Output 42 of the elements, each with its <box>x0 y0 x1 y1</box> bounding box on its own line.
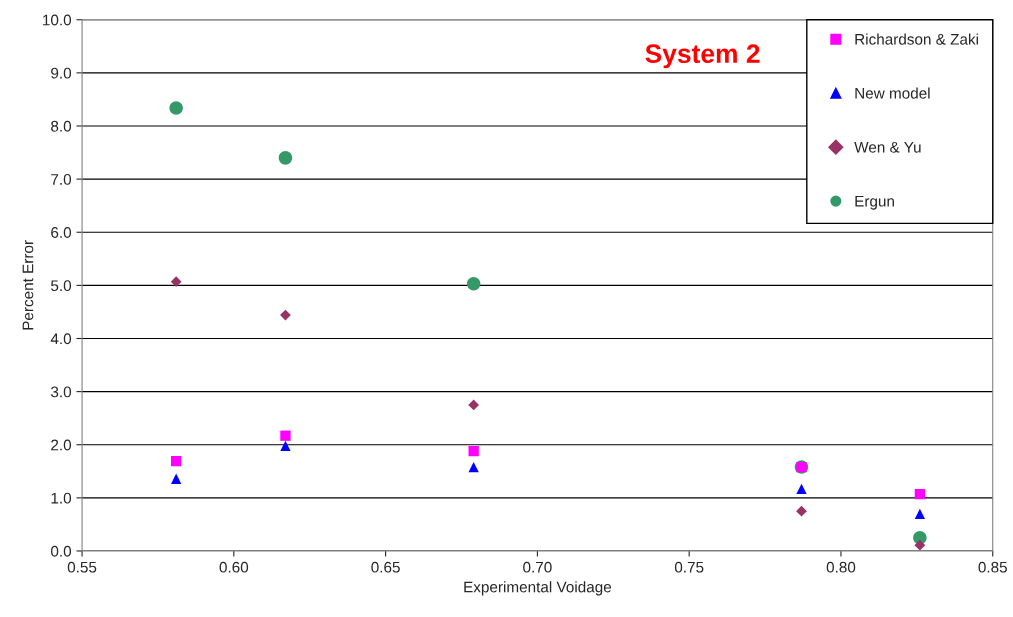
legend-label: Wen & Yu <box>854 141 921 153</box>
point <box>914 488 926 500</box>
point <box>914 508 926 519</box>
legend-label: Richardson & Zaki <box>855 33 978 45</box>
y-tick-label: 8.0 <box>51 120 72 132</box>
x-tick-label: 0.70 <box>523 561 552 573</box>
point <box>171 456 182 467</box>
point <box>466 277 481 291</box>
y-tick-label: 6.0 <box>51 227 72 238</box>
y-tick-label: 7.0 <box>51 173 72 185</box>
point <box>278 151 293 165</box>
y-axis-title: Percent Error <box>22 240 34 330</box>
y-tick-label: 1.0 <box>51 492 72 504</box>
y-tick-label: 5.0 <box>51 280 72 292</box>
point <box>468 445 479 457</box>
y-tick-label: 2.0 <box>51 439 72 451</box>
y-tick-label: 9.0 <box>51 67 72 79</box>
point <box>280 430 291 441</box>
point <box>796 505 807 517</box>
x-tick-label: 0.55 <box>67 561 97 573</box>
legend-label: New model <box>855 87 930 99</box>
point <box>796 483 807 494</box>
point <box>169 101 183 115</box>
y-tick-label: 4.0 <box>50 333 72 345</box>
point <box>914 539 926 551</box>
x-tick-label: 0.80 <box>826 561 856 573</box>
y-tick-label: 10.0 <box>43 14 72 26</box>
x-tick-label: 0.85 <box>978 561 1007 573</box>
point <box>468 399 480 411</box>
legend-label: Ergun <box>855 195 894 210</box>
x-tick-label: 0.60 <box>219 561 249 573</box>
annotation: System 2 <box>645 44 760 69</box>
point <box>170 276 182 288</box>
point <box>171 473 182 484</box>
y-tick-label: 3.0 <box>50 386 72 398</box>
y-tick-label: 0.0 <box>51 545 72 557</box>
point <box>280 440 291 451</box>
x-tick-label: 0.75 <box>674 561 704 573</box>
point <box>280 309 291 321</box>
point <box>468 461 479 473</box>
x-tick-label: 0.65 <box>371 561 400 573</box>
x-axis-title: Experimental Voidage <box>464 581 612 596</box>
